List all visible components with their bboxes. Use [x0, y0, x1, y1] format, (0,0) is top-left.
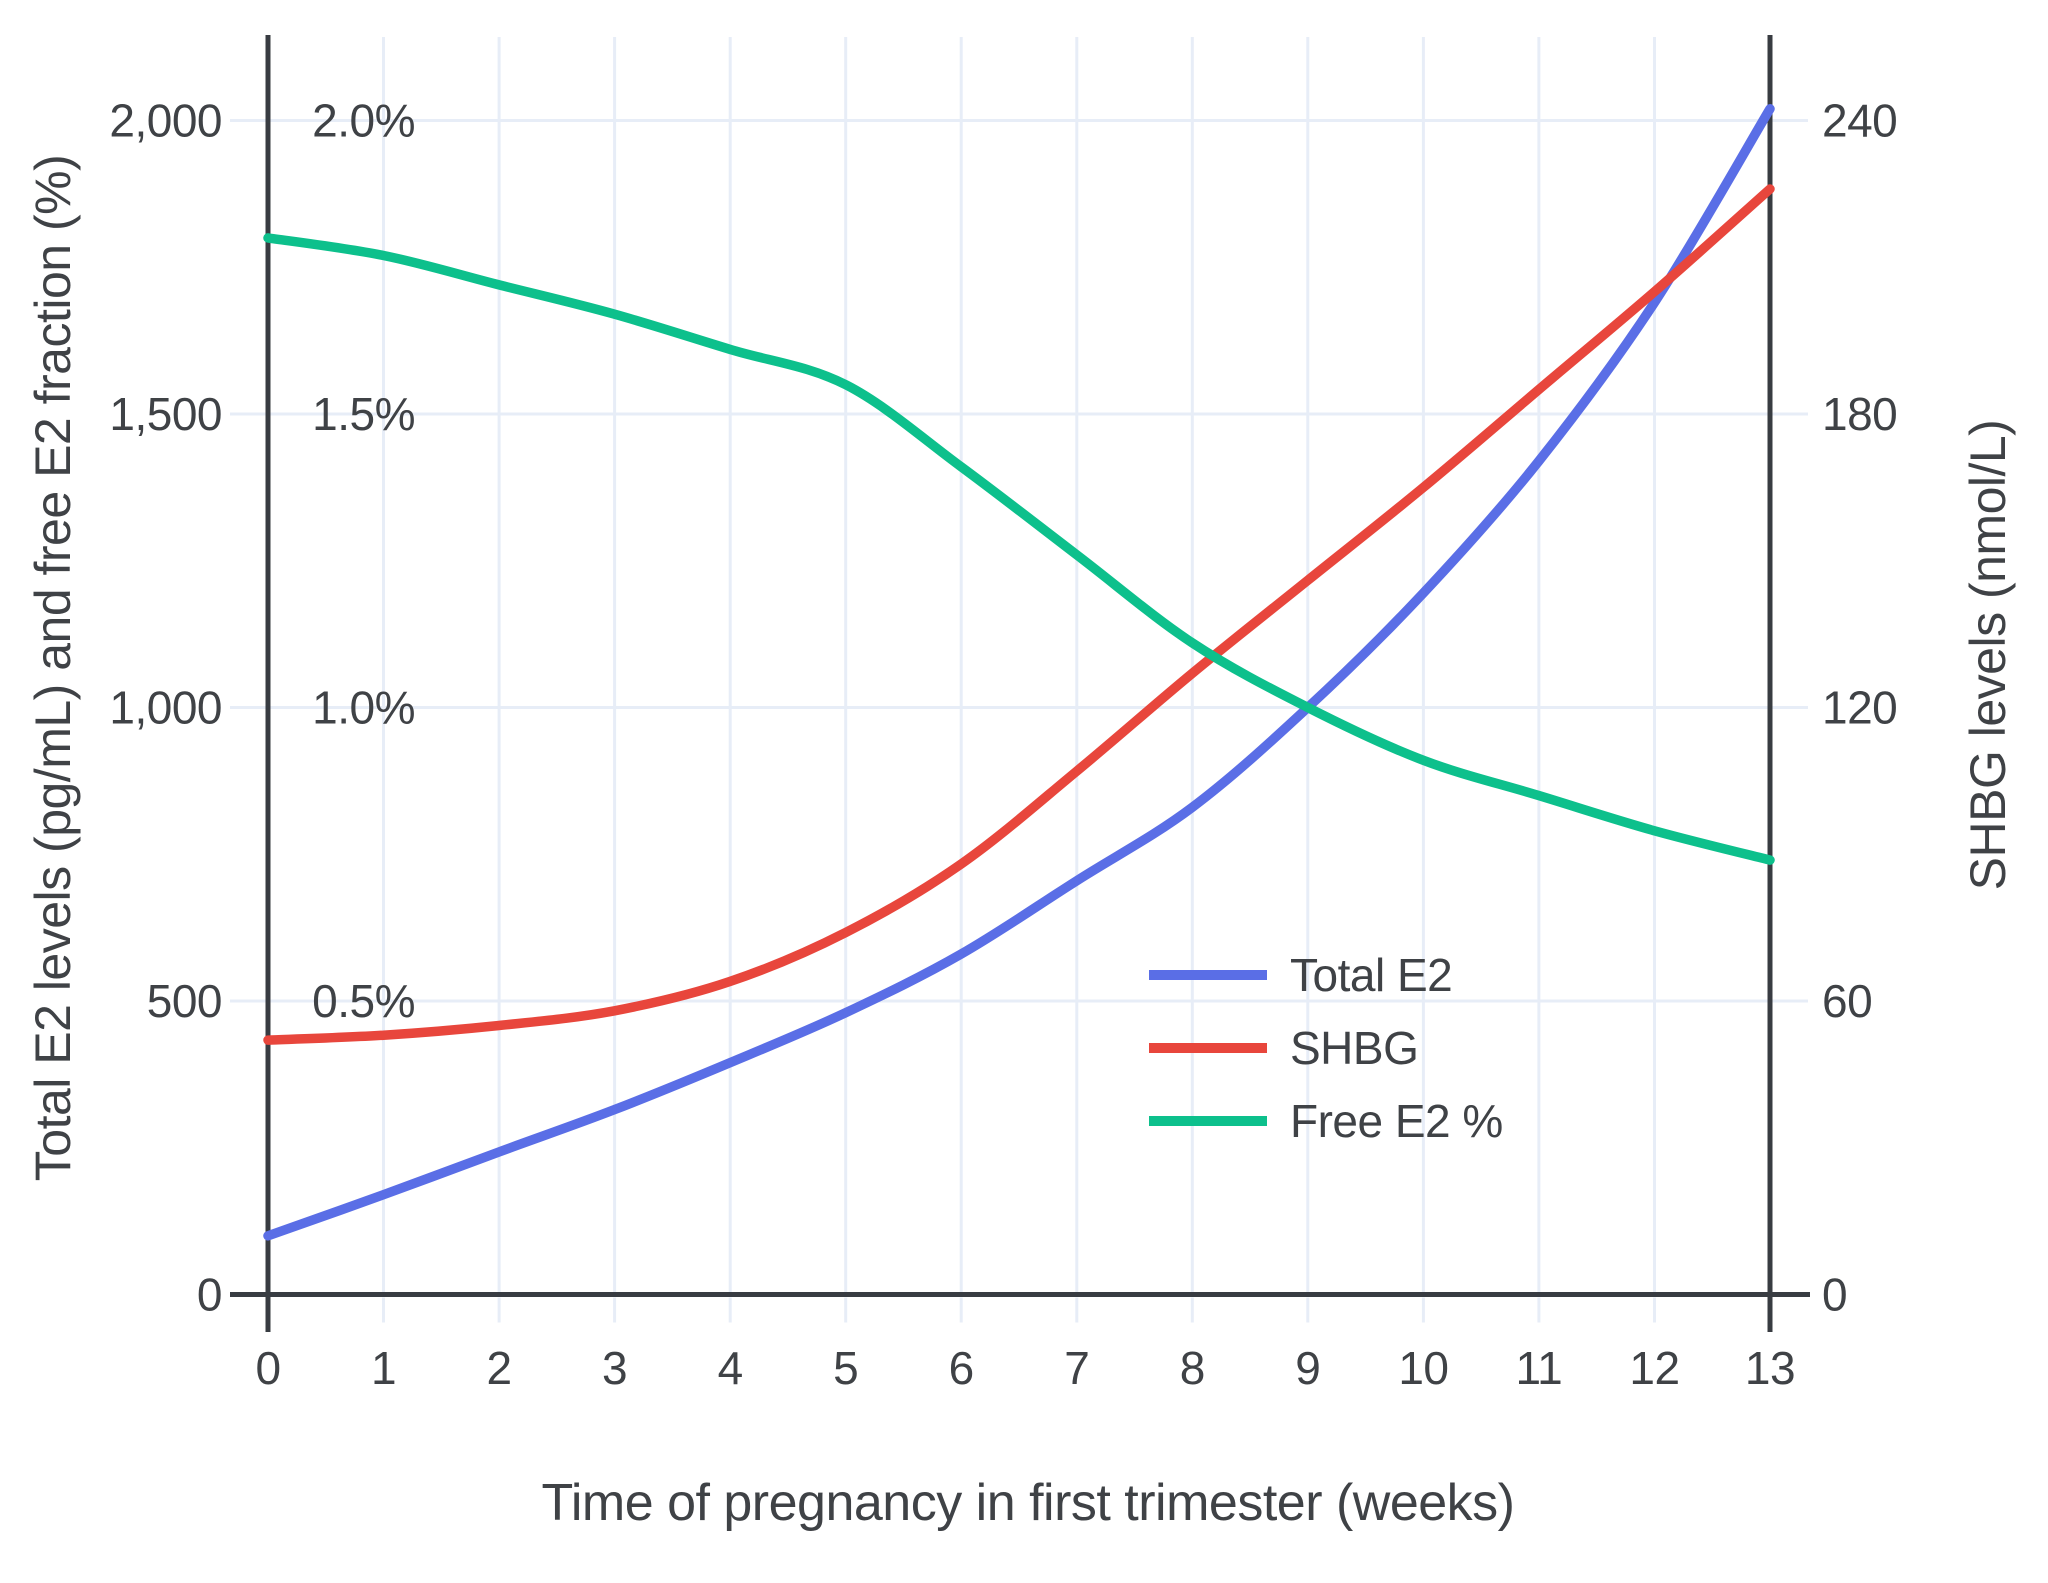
legend-entry-total-e2[interactable]: Total E2 — [1149, 949, 1453, 1001]
x-tick-label: 6 — [949, 1342, 974, 1394]
x-tick-label: 12 — [1629, 1342, 1679, 1394]
series-line-shbg — [263, 184, 1775, 1045]
legend-entry-shbg[interactable]: SHBG — [1149, 1022, 1419, 1074]
y-tick-label-percent: 1.5% — [312, 388, 415, 440]
legend-label: Total E2 — [1290, 949, 1452, 1001]
x-tick-label: 0 — [255, 1342, 280, 1394]
x-tick-label: 10 — [1398, 1342, 1448, 1394]
y-tick-label-percent: 0.5% — [312, 975, 415, 1027]
y-tick-label-left: 0 — [197, 1269, 222, 1321]
y-tick-label-percent: 2.0% — [312, 95, 415, 147]
x-tick-label: 9 — [1295, 1342, 1320, 1394]
legend-label: SHBG — [1290, 1022, 1418, 1074]
x-tick-label: 1 — [371, 1342, 396, 1394]
x-tick-label: 13 — [1745, 1342, 1795, 1394]
y-tick-label-left: 500 — [147, 975, 222, 1027]
legend-label: Free E2 % — [1290, 1095, 1503, 1147]
y-axis-title-right: SHBG levels (nmol/L) — [1960, 419, 2016, 891]
y-tick-label-right: 120 — [1822, 682, 1897, 734]
x-tick-label: 8 — [1180, 1342, 1205, 1394]
x-tick-label: 3 — [602, 1342, 627, 1394]
legend-entry-free-e2-[interactable]: Free E2 % — [1149, 1095, 1503, 1147]
series-line-free-e2- — [263, 233, 1775, 865]
x-tick-label: 5 — [833, 1342, 858, 1394]
y-tick-label-left: 2,000 — [109, 95, 222, 147]
x-tick-label: 11 — [1516, 1342, 1563, 1394]
y-tick-label-right: 0 — [1822, 1269, 1847, 1321]
y-tick-label-left: 1,500 — [109, 388, 222, 440]
series-line-total-e2 — [263, 104, 1775, 1241]
x-tick-label: 7 — [1064, 1342, 1089, 1394]
y-tick-label-right: 180 — [1822, 388, 1897, 440]
y-axis-title-left: Total E2 levels (pg/mL) and free E2 frac… — [25, 154, 81, 1182]
y-tick-label-left: 1,000 — [109, 682, 222, 734]
y-tick-label-right: 240 — [1822, 95, 1897, 147]
x-axis-title: Time of pregnancy in first trimester (we… — [541, 1474, 1515, 1532]
x-tick-label: 4 — [718, 1342, 743, 1394]
y-tick-label-percent: 1.0% — [312, 682, 415, 734]
x-tick-label: 2 — [487, 1342, 512, 1394]
y-tick-label-right: 60 — [1822, 975, 1872, 1027]
